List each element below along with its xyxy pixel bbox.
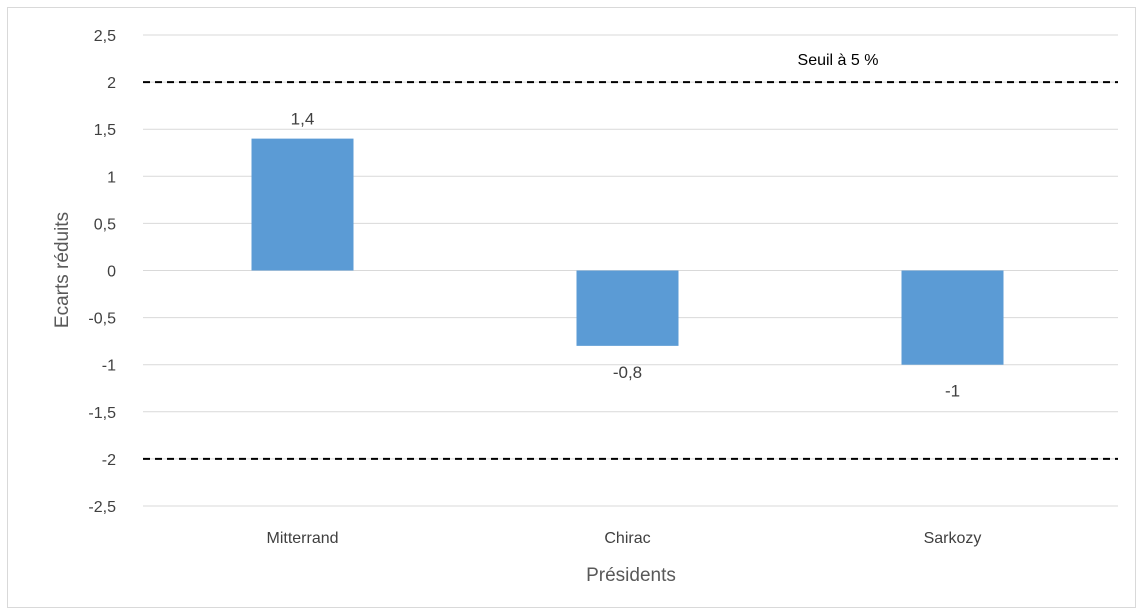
bar — [251, 138, 354, 271]
y-tick-label: -2 — [102, 452, 116, 469]
bars — [251, 138, 1004, 365]
x-tick-label: Sarkozy — [924, 530, 982, 547]
data-label: -0,8 — [613, 363, 642, 382]
y-tick-label: 2 — [107, 75, 116, 92]
data-labels: 1,4 -0,8 -1 — [291, 110, 960, 401]
y-tick-labels: 2,5 2 1,5 1 0,5 0 -0,5 -1 -1,5 -2 -2,5 — [88, 28, 116, 516]
y-tick-label: -0,5 — [88, 311, 116, 328]
y-axis-title: Ecarts réduits — [52, 212, 73, 328]
data-label: 1,4 — [291, 110, 315, 129]
y-tick-label: 0 — [107, 264, 116, 281]
y-tick-label: 0,5 — [94, 216, 116, 233]
y-tick-label: 1 — [107, 169, 116, 186]
y-tick-label: -2,5 — [88, 499, 116, 516]
threshold-label: Seuil à 5 % — [798, 52, 879, 69]
bar — [576, 270, 679, 346]
y-tick-label: 1,5 — [94, 122, 116, 139]
x-tick-label: Mitterrand — [266, 530, 338, 547]
x-tick-label: Chirac — [604, 530, 650, 547]
x-axis-title: Présidents — [586, 565, 676, 586]
y-tick-label: -1,5 — [88, 405, 116, 422]
y-tick-label: 2,5 — [94, 28, 116, 45]
data-label: -1 — [945, 382, 960, 401]
x-tick-labels: Mitterrand Chirac Sarkozy — [266, 530, 981, 547]
y-tick-label: -1 — [102, 358, 116, 375]
bar — [901, 270, 1004, 365]
threshold-lines — [143, 81, 1118, 460]
